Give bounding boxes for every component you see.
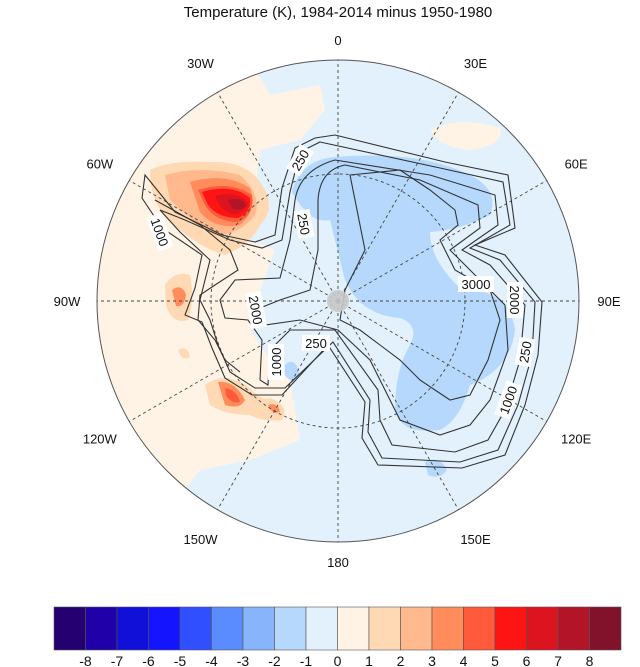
colorbar-box [368, 606, 401, 651]
longitude-label: 90W [54, 294, 81, 309]
cool-region-east [292, 155, 515, 431]
svg-text:250: 250 [305, 336, 327, 351]
colorbar-box [85, 606, 118, 651]
warm-anomaly-amundsen [205, 378, 285, 421]
colorbar-tick-label: -7 [111, 653, 124, 667]
longitude-label: 30E [464, 56, 487, 71]
longitude-label: 0 [334, 33, 341, 48]
colorbar-tick-label: 4 [460, 653, 468, 667]
colorbar-tick-label: 5 [491, 653, 499, 667]
svg-text:2000: 2000 [246, 295, 266, 326]
colorbar-box [494, 606, 527, 651]
colorbar-tick-label: -3 [237, 653, 250, 667]
colorbar-tick-label: -2 [268, 653, 281, 667]
longitude-label: 60W [86, 157, 113, 172]
colorbar-tick-label: 7 [554, 653, 562, 667]
colorbar-box [242, 606, 275, 651]
colorbar-tick-label: 3 [428, 653, 436, 667]
longitude-label: 30W [187, 56, 214, 71]
map-title: Temperature (K), 1984-2014 minus 1950-19… [183, 4, 493, 21]
contour-peninsula [154, 199, 241, 373]
graticule [97, 60, 579, 542]
colorbar-tick-label: -5 [174, 653, 187, 667]
contour-label: 250 [293, 208, 315, 240]
colorbar-tick-label: -1 [300, 653, 313, 667]
contour-label: 250 [302, 335, 330, 351]
longitude-label: 150E [460, 532, 491, 547]
colorbar-tick-label: 8 [586, 653, 594, 667]
colorbar-box [305, 606, 338, 651]
colorbar-tick-label: 0 [334, 653, 342, 667]
warm-anomaly-90w [165, 273, 193, 359]
svg-text:250: 250 [294, 212, 313, 236]
longitude-label: 150W [184, 532, 219, 547]
contour-label: 2000 [244, 290, 268, 330]
colorbar-box [53, 606, 86, 651]
warm-anomaly-peninsula [150, 161, 269, 255]
colorbar-box [116, 606, 149, 651]
colorbar-box [557, 606, 590, 651]
svg-text:2000: 2000 [507, 286, 522, 315]
colorbar-box [211, 606, 244, 651]
warm-patch-ne [430, 121, 501, 150]
longitude-labels: 0 30E 60E 90E 120E 150E 180 150W 120W 90W 60W 30W [54, 33, 621, 570]
contour-3000 [339, 169, 501, 401]
colorbar-box [400, 606, 433, 651]
contour-label: 1000 [268, 344, 284, 380]
longitude-label: 180 [327, 555, 349, 570]
colorbar-tick-label: 1 [365, 653, 373, 667]
warm-region-west [97, 60, 325, 542]
colorbar-box [337, 606, 370, 651]
contour-250b [159, 141, 536, 463]
cool-patch-ross [285, 361, 300, 380]
meridian-line [217, 300, 339, 510]
colorbar-box [179, 606, 212, 651]
colorbar-tick-label: 6 [523, 653, 531, 667]
contour-label: 250 [514, 336, 536, 368]
longitude-label: 60E [565, 157, 588, 172]
pole-marker [327, 290, 349, 312]
contour-250 [141, 134, 543, 469]
colorbar-box [431, 606, 464, 651]
contour-label: 2000 [507, 282, 523, 318]
colorbar-box [589, 606, 622, 651]
contour-label: 3000 [458, 276, 494, 292]
cool-patch-south [425, 459, 447, 477]
longitude-label: 120W [83, 432, 118, 447]
svg-text:3000: 3000 [462, 277, 491, 292]
colorbar: -8 -7 -6 -5 -4 -3 -2 -1 0 1 2 3 4 5 6 7 8 [53, 606, 622, 667]
longitude-label: 90E [597, 294, 620, 309]
longitude-label: 120E [561, 432, 592, 447]
meridian-line [337, 92, 459, 302]
colorbar-tick-label: -6 [142, 653, 155, 667]
meridian-line [129, 300, 339, 422]
map-boundary [96, 59, 580, 543]
meridian-line [217, 92, 339, 302]
colorbar-box [463, 606, 496, 651]
colorbar-box [274, 606, 307, 651]
colorbar-box [526, 606, 559, 651]
colorbar-tick-label: -4 [205, 653, 218, 667]
svg-text:1000: 1000 [269, 348, 284, 377]
colorbar-box [148, 606, 181, 651]
svg-text:250: 250 [516, 340, 535, 364]
colorbar-tick-label: -8 [79, 653, 92, 667]
meridian-line [337, 300, 459, 510]
colorbar-tick-label: 2 [397, 653, 405, 667]
